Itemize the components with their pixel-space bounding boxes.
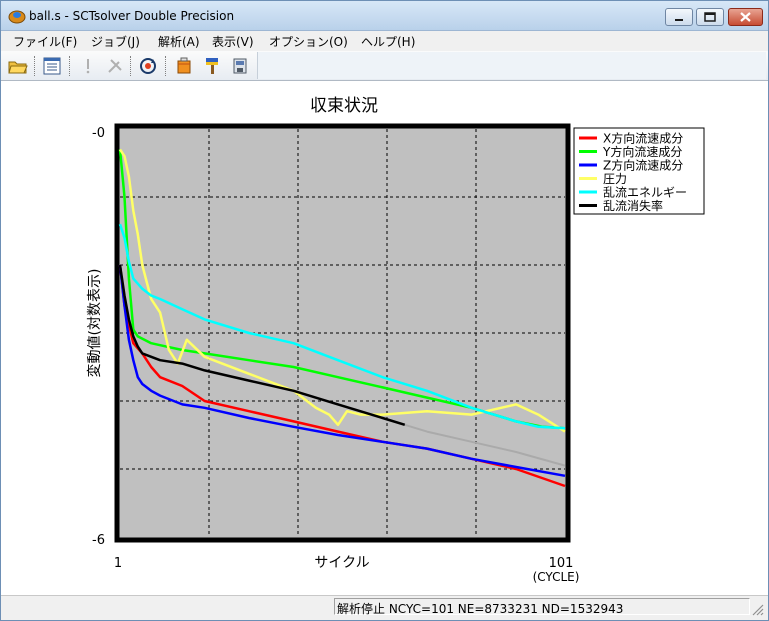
menu-analysis[interactable]: 解析(A) — [158, 35, 200, 49]
grid — [120, 129, 565, 537]
x-tick-label-right: 101 — [549, 556, 574, 571]
chart-title: 収束状況 — [310, 96, 378, 116]
x-axis-label: サイクル — [314, 555, 369, 571]
status-panel: 解析停止 NCYC=101 NE=8733231 ND=1532943 — [334, 598, 750, 616]
legend-label: 乱流消失率 — [603, 198, 663, 213]
paint-bucket-icon[interactable] — [173, 55, 195, 77]
y-axis-label: 変動値(対数表示) — [86, 269, 103, 378]
stop-icon[interactable] — [77, 55, 99, 77]
legend-label: X方向流速成分 — [603, 131, 683, 146]
menu-bar: ファイル(F) ジョブ(J) 解析(A) 表示(V) オプション(O) ヘルプ(… — [1, 31, 768, 51]
legend-label: Y方向流速成分 — [602, 144, 682, 159]
series-line-4 — [118, 223, 566, 430]
x-tick-label-left: 1 — [114, 556, 122, 571]
toolbar — [1, 51, 768, 81]
toolbar-separator — [130, 56, 131, 76]
brush-icon[interactable] — [202, 55, 224, 77]
toolbar-separator — [69, 56, 70, 76]
app-icon — [8, 10, 26, 24]
series-line-2 — [118, 264, 566, 478]
legend-box — [573, 127, 705, 215]
series-line-extrapolated — [404, 423, 566, 467]
y-tick-label-top: -0 — [92, 126, 105, 141]
legend-label: Z方向流速成分 — [603, 158, 683, 173]
series-line-5 — [118, 264, 406, 426]
legend-label: 圧力 — [603, 172, 627, 186]
tools-icon[interactable] — [104, 55, 126, 77]
list-icon[interactable] — [41, 55, 63, 77]
toolbar-empty-area — [257, 52, 766, 79]
toolbar-separator — [34, 56, 35, 76]
y-tick-label-bottom: -6 — [92, 533, 105, 548]
series-lines — [118, 148, 566, 488]
chart-panel: 収束状況 -0 -6 1 101 (CYCLE) サイクル 変動値(対数表示) … — [9, 83, 764, 595]
resize-grip-icon[interactable] — [750, 602, 764, 616]
legend-label: 乱流エネルギー — [603, 186, 687, 200]
menu-help[interactable]: ヘルプ(H) — [361, 35, 416, 49]
window-title: ball.s - SCTsolver Double Precision — [29, 9, 235, 23]
menu-file[interactable]: ファイル(F) — [13, 35, 78, 49]
maximize-icon — [704, 12, 716, 22]
menu-view[interactable]: 表示(V) — [212, 35, 254, 49]
toolbar-separator — [165, 56, 166, 76]
x-axis-unit: (CYCLE) — [533, 570, 580, 584]
close-button[interactable] — [728, 8, 763, 26]
title-bar[interactable]: ball.s - SCTsolver Double Precision — [1, 1, 768, 31]
menu-options[interactable]: オプション(O) — [269, 35, 348, 49]
status-bar: 解析停止 NCYC=101 NE=8733231 ND=1532943 — [1, 595, 768, 620]
maximize-button[interactable] — [696, 8, 724, 26]
refresh-icon[interactable] — [137, 55, 159, 77]
minimize-button[interactable] — [665, 8, 693, 26]
minimize-icon — [675, 19, 683, 21]
save-icon[interactable] — [229, 55, 251, 77]
status-text: 解析停止 NCYC=101 NE=8733231 ND=1532943 — [337, 602, 624, 616]
convergence-chart: 収束状況 -0 -6 1 101 (CYCLE) サイクル 変動値(対数表示) … — [86, 96, 705, 584]
close-icon — [740, 12, 751, 22]
series-line-3 — [118, 148, 566, 433]
open-folder-icon[interactable] — [7, 55, 29, 77]
menu-job[interactable]: ジョブ(J) — [91, 35, 140, 49]
